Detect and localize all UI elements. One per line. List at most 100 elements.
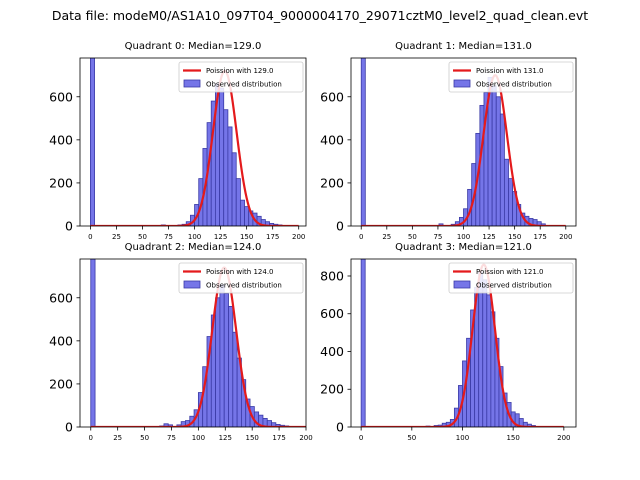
- y-tick-label: 0: [336, 420, 344, 435]
- legend: Poission with 131.0 Observed distribution: [448, 61, 574, 93]
- axes-frame: [79, 57, 307, 227]
- histogram-bar: [482, 279, 488, 427]
- histogram-bar: [90, 58, 95, 226]
- histogram-bar: [223, 109, 229, 226]
- histogram-bar: [219, 87, 225, 226]
- x-tick-label: 50: [138, 233, 147, 241]
- quadrant-3-panel: Quadrant 3: Median=121.0 0 200 400 600 800 0 50…: [320, 242, 577, 442]
- x-tick-label: 175: [266, 233, 279, 241]
- histogram-bar: [508, 178, 513, 226]
- histogram-bar: [215, 297, 221, 427]
- y-tick-label: 400: [320, 344, 344, 359]
- y-tick-label: 400: [49, 333, 73, 348]
- y-tick-label: 400: [49, 132, 73, 147]
- x-tick-label: 125: [219, 434, 232, 442]
- histogram-bar: [219, 284, 225, 427]
- legend-bar-swatch: [453, 280, 471, 289]
- panel-title: Quadrant 3: Median=121.0: [395, 242, 532, 253]
- histogram-bar: [491, 85, 497, 226]
- x-tick-label: 25: [382, 233, 391, 241]
- x-tick-label: 25: [113, 434, 122, 442]
- x-tick-label: 100: [192, 434, 205, 442]
- y-tick-label: 600: [320, 89, 344, 104]
- poisson-curve: [90, 69, 299, 226]
- quadrant-1-panel: Quadrant 1: Median=131.0 0 200 400 600 0 25 50 7…: [320, 41, 577, 241]
- y-tick-label: 200: [320, 382, 344, 397]
- legend-poisson-label: Poission with 121.0: [476, 268, 544, 276]
- legend-box: [178, 61, 304, 93]
- legend: Poission with 124.0 Observed distribution: [178, 262, 304, 294]
- y-tick-label: 200: [49, 376, 73, 391]
- legend-poisson-label: Poission with 124.0: [206, 268, 274, 276]
- x-tick-label: 200: [292, 233, 305, 241]
- x-tick-label: 100: [188, 233, 201, 241]
- histogram-bar: [244, 206, 250, 226]
- quadrant-0-panel: Quadrant 0: Median=129.0 0 200 400 600 0 25 50 7…: [49, 41, 307, 241]
- y-tick-label: 800: [320, 268, 344, 283]
- x-tick-label: 75: [167, 434, 176, 442]
- x-tick-label: 150: [506, 434, 519, 442]
- poisson-curve: [361, 74, 566, 226]
- histogram-bar: [231, 152, 237, 226]
- legend-bar-swatch: [453, 79, 471, 88]
- x-tick-label: 25: [112, 233, 121, 241]
- y-tick-label: 0: [65, 219, 73, 234]
- legend-box: [448, 262, 574, 294]
- x-tick-label: 0: [359, 233, 363, 241]
- legend-bar-swatch: [183, 280, 201, 289]
- x-tick-label: 125: [214, 233, 227, 241]
- histogram-bar: [239, 199, 245, 226]
- y-tick-label: 600: [49, 290, 73, 305]
- y-tick-label: 400: [320, 132, 344, 147]
- x-tick-label: 200: [559, 233, 572, 241]
- x-tick-label: 200: [557, 434, 570, 442]
- x-tick-label: 100: [457, 233, 470, 241]
- panel-title: Quadrant 2: Median=124.0: [125, 242, 262, 253]
- x-tick-label: 150: [246, 434, 259, 442]
- histogram-bar: [486, 294, 492, 427]
- legend: Poission with 129.0 Observed distribution: [178, 61, 304, 93]
- x-tick-label: 75: [433, 233, 442, 241]
- histogram-bar: [228, 305, 234, 427]
- x-tick-label: 125: [482, 233, 495, 241]
- x-tick-label: 200: [299, 434, 312, 442]
- x-tick-label: 50: [408, 233, 417, 241]
- legend-poisson-label: Poission with 129.0: [206, 67, 274, 75]
- y-tick-label: 0: [336, 219, 344, 234]
- x-tick-label: 50: [407, 434, 416, 442]
- y-tick-label: 200: [49, 175, 73, 190]
- histogram-bar: [232, 331, 238, 427]
- histogram-bar: [227, 126, 233, 226]
- legend: Poission with 121.0 Observed distribution: [448, 262, 574, 294]
- suptitle: Data file: modeM0/AS1A10_097T04_90000041…: [52, 8, 588, 23]
- legend-box: [178, 262, 304, 294]
- legend-observed-label: Observed distribution: [206, 81, 282, 89]
- y-tick-label: 0: [65, 420, 73, 435]
- x-tick-label: 0: [89, 434, 93, 442]
- axes-frame: [79, 258, 307, 428]
- legend-observed-label: Observed distribution: [206, 282, 282, 290]
- x-tick-label: 175: [272, 434, 285, 442]
- x-tick-label: 175: [534, 233, 547, 241]
- x-tick-label: 50: [140, 434, 149, 442]
- histogram-bar: [90, 259, 96, 427]
- x-tick-label: 0: [359, 434, 363, 442]
- histogram-bar: [235, 178, 241, 226]
- x-tick-label: 150: [508, 233, 521, 241]
- legend-observed-label: Observed distribution: [476, 81, 552, 89]
- legend-box: [448, 61, 574, 93]
- legend-bar-swatch: [183, 79, 201, 88]
- quadrant-2-panel: Quadrant 2: Median=124.0 0 200 400 600 0 25 50 7…: [49, 242, 313, 442]
- x-tick-label: 100: [456, 434, 469, 442]
- histogram-bar: [504, 158, 509, 226]
- panel-title: Quadrant 0: Median=129.0: [125, 41, 262, 52]
- legend-poisson-label: Poission with 131.0: [476, 67, 544, 75]
- histogram-bar: [495, 96, 501, 226]
- x-tick-label: 150: [240, 233, 253, 241]
- x-tick-label: 0: [88, 233, 92, 241]
- legend-observed-label: Observed distribution: [476, 282, 552, 290]
- axes-frame: [350, 258, 577, 428]
- x-tick-label: 75: [164, 233, 173, 241]
- histogram-bar: [360, 58, 366, 226]
